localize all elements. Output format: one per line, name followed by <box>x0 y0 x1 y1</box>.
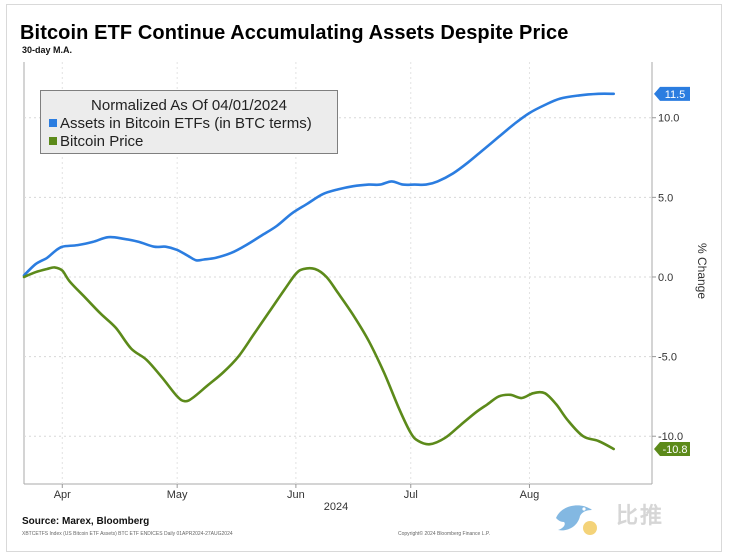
end-label-etf-assets: 11.5 <box>654 86 690 101</box>
chart-frame <box>6 4 722 552</box>
end-label-box <box>654 86 690 101</box>
legend-item-etf-assets: Assets in Bitcoin ETFs (in BTC terms) <box>49 115 312 132</box>
end-label-bitcoin-price: -10.8 <box>654 441 690 456</box>
y-tick-label: 0.0 <box>658 272 673 284</box>
end-label-text: 11.5 <box>665 89 686 101</box>
chart-legend: Normalized As Of 04/01/2024 Assets in Bi… <box>40 90 338 154</box>
legend-label-bitcoin-price: Bitcoin Price <box>60 133 144 150</box>
chart-title: Bitcoin ETF Continue Accumulating Assets… <box>20 22 569 44</box>
y-tick-label: 10.0 <box>658 113 679 125</box>
y-tick-label: -5.0 <box>658 352 677 364</box>
x-tick-label: Aug <box>520 489 540 501</box>
chart-subtitle: 30-day M.A. <box>22 45 73 55</box>
watermark-text: 比推 <box>616 503 665 528</box>
x-tick-label: Jun <box>287 489 305 501</box>
y-axis-label: % Change <box>695 243 709 299</box>
x-year-label: 2024 <box>324 501 348 513</box>
y-tick-label: -10.0 <box>658 431 683 443</box>
legend-item-bitcoin-price: Bitcoin Price <box>49 133 143 150</box>
x-tick-label: May <box>167 489 188 501</box>
y-tick-label: 5.0 <box>658 192 673 204</box>
legend-label-etf-assets: Assets in Bitcoin ETFs (in BTC terms) <box>60 115 312 132</box>
fineprint-right: Copyright© 2024 Bloomberg Finance L.P. <box>398 531 490 537</box>
series-line-etf-assets <box>22 92 615 277</box>
x-tick-label: Apr <box>54 489 71 501</box>
x-tick-label: Jul <box>404 489 418 501</box>
legend-swatch-blue <box>49 119 57 127</box>
fineprint-left: XBTCETFS Index (US Bitcoin ETF Assets) B… <box>22 531 233 537</box>
bird-icon <box>556 505 597 535</box>
end-label-box <box>654 441 690 456</box>
end-label-text: -10.8 <box>662 444 687 456</box>
legend-title: Normalized As Of 04/01/2024 <box>91 97 287 114</box>
source-note: Source: Marex, Bloomberg <box>22 516 150 527</box>
legend-swatch-green <box>49 137 57 145</box>
series-line-bitcoin-price <box>22 266 615 451</box>
